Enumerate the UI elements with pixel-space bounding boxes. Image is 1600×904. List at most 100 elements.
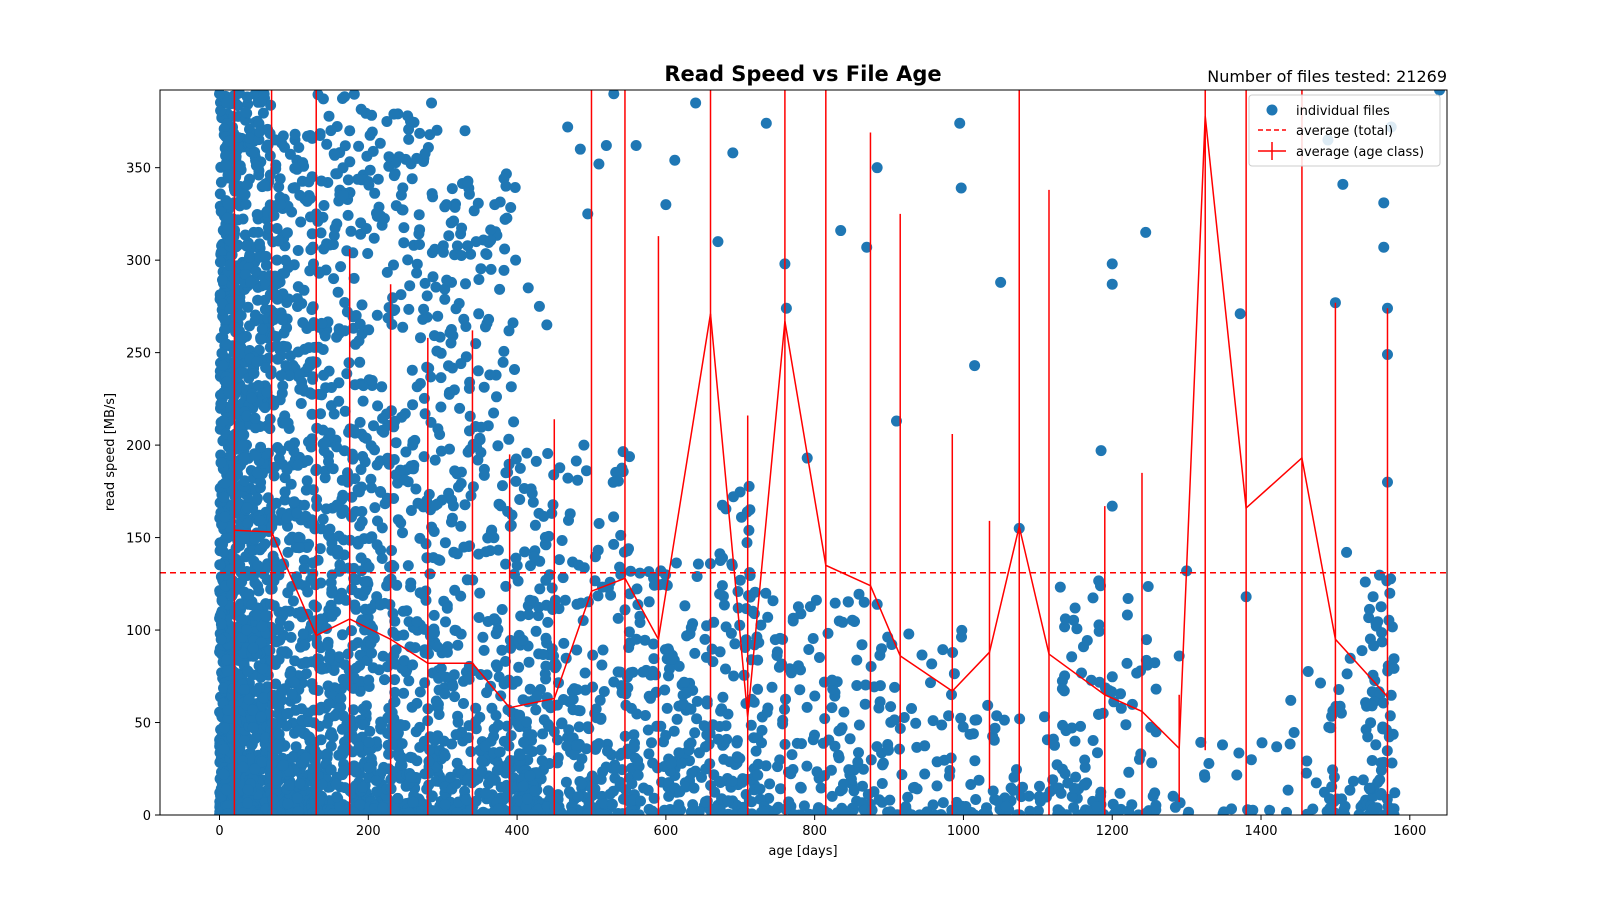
- x-tick-label: 600: [653, 824, 678, 839]
- scatter-point: [712, 236, 724, 248]
- scatter-point: [685, 703, 697, 715]
- scatter-point: [307, 373, 319, 385]
- scatter-point: [1055, 787, 1067, 799]
- scatter-point: [876, 778, 888, 789]
- scatter-point: [217, 274, 228, 286]
- scatter-point: [752, 769, 764, 781]
- scatter-point: [459, 785, 471, 797]
- scatter-point: [332, 286, 344, 298]
- scatter-point: [1356, 645, 1368, 657]
- scatter-point: [405, 463, 417, 475]
- scatter-point: [1069, 602, 1081, 614]
- scatter-point: [1300, 767, 1312, 779]
- scatter-point: [929, 809, 941, 815]
- scatter-point: [543, 530, 555, 542]
- scatter-point: [451, 240, 463, 252]
- scatter-point: [399, 474, 411, 486]
- scatter-point: [257, 107, 269, 119]
- y-axis-label: read speed [MB/s]: [103, 393, 118, 511]
- scatter-point: [269, 134, 281, 146]
- scatter-point: [239, 229, 251, 241]
- scatter-point: [876, 643, 887, 655]
- scatter-point: [801, 701, 813, 713]
- scatter-point: [666, 653, 678, 665]
- scatter-point: [487, 774, 499, 786]
- scatter-point: [243, 251, 255, 263]
- scatter-point: [289, 655, 301, 667]
- scatter-point: [678, 676, 690, 688]
- scatter-point: [513, 661, 525, 673]
- scatter-point: [605, 589, 617, 601]
- scatter-point: [219, 324, 230, 336]
- scatter-point: [989, 722, 1001, 734]
- scatter-point: [349, 379, 361, 391]
- scatter-point: [691, 571, 703, 582]
- scatter-point: [499, 213, 511, 225]
- scatter-point: [517, 780, 529, 792]
- scatter-point: [455, 478, 467, 489]
- files-tested-annotation: Number of files tested: 21269: [1207, 67, 1447, 86]
- scatter-point: [750, 745, 762, 757]
- scatter-point: [217, 359, 229, 371]
- scatter-point: [238, 452, 250, 464]
- scatter-point: [906, 809, 917, 815]
- scatter-point: [540, 660, 552, 672]
- scatter-point: [230, 542, 242, 554]
- scatter-point: [1301, 808, 1313, 815]
- scatter-point: [537, 728, 549, 740]
- scatter-point: [1281, 806, 1292, 815]
- scatter-point: [318, 200, 330, 211]
- scatter-point: [1264, 804, 1276, 815]
- scatter-point: [322, 640, 334, 651]
- scatter-point: [703, 738, 715, 750]
- scatter-point: [315, 523, 327, 535]
- scatter-point: [752, 758, 764, 770]
- scatter-point: [756, 737, 767, 749]
- scatter-point: [451, 548, 463, 560]
- scatter-point: [258, 90, 270, 100]
- scatter-point: [1135, 665, 1146, 677]
- scatter-point: [336, 474, 348, 486]
- scatter-point: [296, 703, 307, 715]
- scatter-point: [338, 710, 349, 722]
- scatter-point: [496, 644, 508, 656]
- scatter-point: [464, 804, 476, 815]
- scatter-point: [970, 794, 982, 805]
- scatter-point: [1383, 731, 1395, 743]
- scatter-point: [764, 778, 776, 790]
- scatter-point: [903, 628, 915, 640]
- scatter-point: [214, 559, 226, 571]
- scatter-point: [927, 715, 939, 727]
- scatter-point: [246, 392, 258, 404]
- scatter-point: [323, 653, 335, 665]
- scatter-point: [819, 713, 831, 725]
- scatter-point: [218, 682, 229, 694]
- scatter-point: [405, 115, 416, 127]
- scatter-point: [413, 209, 425, 221]
- scatter-point: [1059, 621, 1071, 633]
- scatter-point: [333, 593, 345, 605]
- scatter-point: [342, 677, 354, 689]
- scatter-point: [727, 491, 739, 503]
- scatter-point: [357, 395, 369, 407]
- scatter-point: [283, 440, 295, 452]
- scatter-point: [352, 173, 364, 185]
- scatter-point: [756, 724, 768, 736]
- scatter-point: [1364, 603, 1375, 615]
- scatter-point: [414, 378, 426, 389]
- scatter-point: [371, 786, 383, 798]
- scatter-point: [926, 658, 938, 670]
- scatter-point: [324, 523, 336, 535]
- scatter-point: [314, 128, 326, 140]
- scatter-point: [329, 149, 341, 161]
- scatter-point: [579, 667, 591, 679]
- scatter-point: [1087, 735, 1099, 746]
- scatter-point: [826, 702, 838, 714]
- scatter-point: [707, 656, 719, 668]
- scatter-point: [362, 248, 374, 259]
- scatter-point: [1140, 654, 1152, 666]
- scatter-point: [327, 609, 338, 621]
- scatter-point: [429, 627, 440, 639]
- scatter-point: [421, 361, 433, 373]
